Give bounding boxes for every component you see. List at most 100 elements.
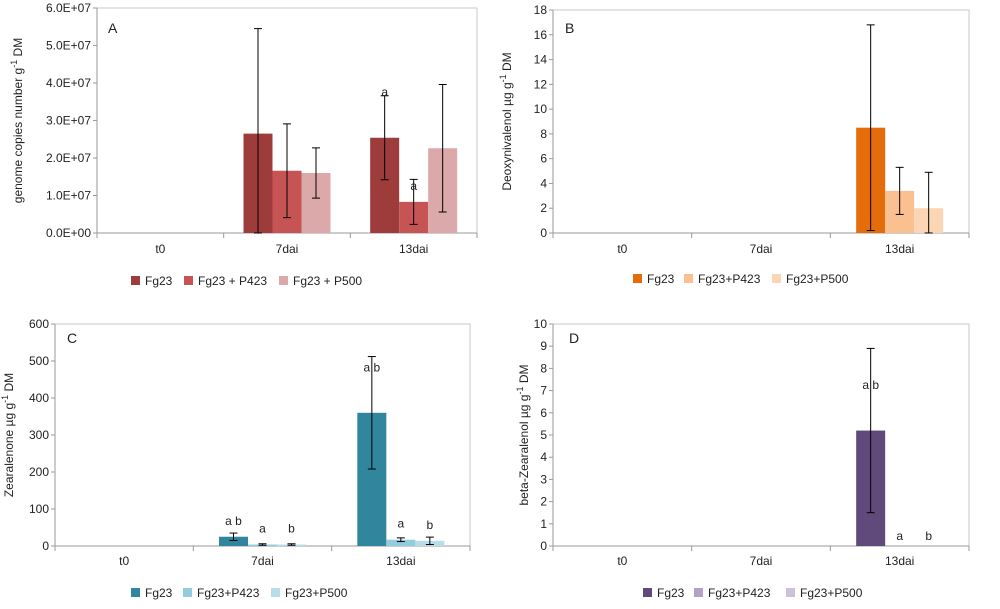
legend-swatch xyxy=(184,276,193,285)
significance-label: a b xyxy=(363,360,380,374)
significance-label: a b xyxy=(225,514,242,528)
y-axis-label-main: genome copies number g xyxy=(11,68,25,203)
legend-label: Fg23 xyxy=(647,272,675,286)
y-axis-label: Zearalenone µg g-1 DM xyxy=(0,373,16,497)
y-tick-label: 6.0E+07 xyxy=(46,1,91,15)
legend-swatch xyxy=(131,588,140,597)
legend-swatch xyxy=(183,588,192,597)
y-axis-label-sup: -1 xyxy=(498,74,508,82)
y-axis-label: genome copies number g-1 DM xyxy=(9,38,25,203)
panel-d: 0 1 2 3 4 5 6 7 8 9 10 t0 7dai 13dai a b a b Dbeta-Zearal… xyxy=(515,317,970,600)
y-tick-label: 600 xyxy=(29,317,49,331)
panel-b: 0 2 4 6 8 10 12 14 16 18 t0 7dai 13dai B Deoxynivaleno… xyxy=(498,3,970,286)
y-tick-label: 0.0E+00 xyxy=(46,226,91,240)
y-axis-label-sup: -1 xyxy=(515,387,525,395)
significance-label: a xyxy=(410,179,417,193)
y-tick-label: 0 xyxy=(540,226,547,240)
y-tick-label: 16 xyxy=(534,28,548,42)
legend-swatch xyxy=(772,274,781,283)
y-tick-label: 400 xyxy=(29,391,49,405)
x-tick-label: 7dai xyxy=(276,242,299,256)
panel-a: 0.0E+00 1.0E+07 2.0E+07 3.0E+07 4.0E+07 5.0E+… xyxy=(9,1,478,288)
legend-swatch xyxy=(279,276,288,285)
y-tick-label: 0 xyxy=(540,539,547,553)
legend-label: Fg23+P423 xyxy=(708,586,771,600)
significance-label: a b xyxy=(862,378,879,392)
y-tick-label: 4 xyxy=(540,176,547,190)
plot-frame xyxy=(552,323,970,547)
y-tick-label: 12 xyxy=(534,77,548,91)
legend-swatch xyxy=(271,588,280,597)
legend-swatch xyxy=(786,588,795,597)
y-tick-label: 3 xyxy=(540,472,547,486)
legend-label: Fg23+P423 xyxy=(698,272,761,286)
panel-letter: A xyxy=(108,20,118,36)
significance-label: a xyxy=(259,522,266,536)
x-tick-label: 13dai xyxy=(386,554,415,568)
x-tick-label: 13dai xyxy=(399,242,428,256)
y-tick-label: 500 xyxy=(29,354,49,368)
significance-label: a xyxy=(896,529,903,543)
y-axis-label-tail: DM xyxy=(517,365,531,387)
y-tick-label: 5.0E+07 xyxy=(46,39,91,53)
y-tick-label: 14 xyxy=(534,53,548,67)
y-tick-label: 4 xyxy=(540,450,547,464)
y-axis-label-main: Zearalenone µg g xyxy=(2,403,16,497)
y-axis-label-tail: DM xyxy=(500,52,514,74)
plot-frame xyxy=(54,323,471,547)
y-tick-label: 18 xyxy=(534,3,548,17)
legend-label: Fg23 + P500 xyxy=(293,274,362,288)
y-tick-label: 6 xyxy=(540,152,547,166)
y-axis-label-main: beta-Zearalenol µg g xyxy=(517,395,531,506)
y-tick-label: 0 xyxy=(42,539,49,553)
y-tick-label: 10 xyxy=(534,317,548,331)
legend-label: Fg23+P423 xyxy=(197,586,260,600)
y-tick-label: 1 xyxy=(540,517,547,531)
legend-swatch xyxy=(684,274,693,283)
y-tick-label: 8 xyxy=(540,361,547,375)
panel-letter: C xyxy=(67,330,77,346)
y-tick-label: 2.0E+07 xyxy=(46,151,91,165)
y-tick-label: 10 xyxy=(534,102,548,116)
x-tick-label: 13dai xyxy=(885,554,914,568)
legend-swatch xyxy=(643,588,652,597)
panel-letter: B xyxy=(565,20,574,36)
y-tick-label: 200 xyxy=(29,465,49,479)
y-axis-label-sup: -1 xyxy=(9,60,19,68)
x-tick-label: 7dai xyxy=(750,242,773,256)
x-tick-label: t0 xyxy=(119,554,129,568)
x-tick-label: 7dai xyxy=(251,554,274,568)
panel-c: 0 100 200 300 400 500 600 t0 7dai 13dai a b a b a a b b… xyxy=(0,317,471,600)
y-tick-label: 6 xyxy=(540,406,547,420)
y-tick-label: 5 xyxy=(540,428,547,442)
legend-label: Fg23 xyxy=(145,274,173,288)
legend-label: Fg23 xyxy=(657,586,685,600)
y-tick-label: 2 xyxy=(540,495,547,509)
legend-swatch xyxy=(694,588,703,597)
y-tick-label: 4.0E+07 xyxy=(46,76,91,90)
y-axis-label-tail: DM xyxy=(11,38,25,60)
significance-label: b xyxy=(925,529,932,543)
panel-letter: D xyxy=(569,330,579,346)
legend-swatch xyxy=(633,274,642,283)
y-tick-label: 2 xyxy=(540,201,547,215)
legend-swatch xyxy=(131,276,140,285)
y-axis-label: Deoxynivalenol µg g-1 DM xyxy=(498,52,514,190)
significance-label: a xyxy=(381,85,388,99)
y-tick-label: 7 xyxy=(540,384,547,398)
x-tick-label: 13dai xyxy=(885,242,914,256)
y-tick-label: 1.0E+07 xyxy=(46,189,91,203)
y-axis-label-sup: -1 xyxy=(0,395,10,403)
x-tick-label: t0 xyxy=(155,242,165,256)
y-tick-label: 300 xyxy=(29,428,49,442)
y-tick-label: 3.0E+07 xyxy=(46,114,91,128)
y-tick-label: 8 xyxy=(540,127,547,141)
legend-label: Fg23+P500 xyxy=(800,586,863,600)
y-axis-label-tail: DM xyxy=(2,373,16,395)
y-axis-label: beta-Zearalenol µg g-1 DM xyxy=(515,365,531,506)
bar xyxy=(219,536,248,546)
x-tick-label: t0 xyxy=(617,242,627,256)
legend-label: Fg23 + P423 xyxy=(198,274,267,288)
y-axis-label-main: Deoxynivalenol µg g xyxy=(500,82,514,190)
